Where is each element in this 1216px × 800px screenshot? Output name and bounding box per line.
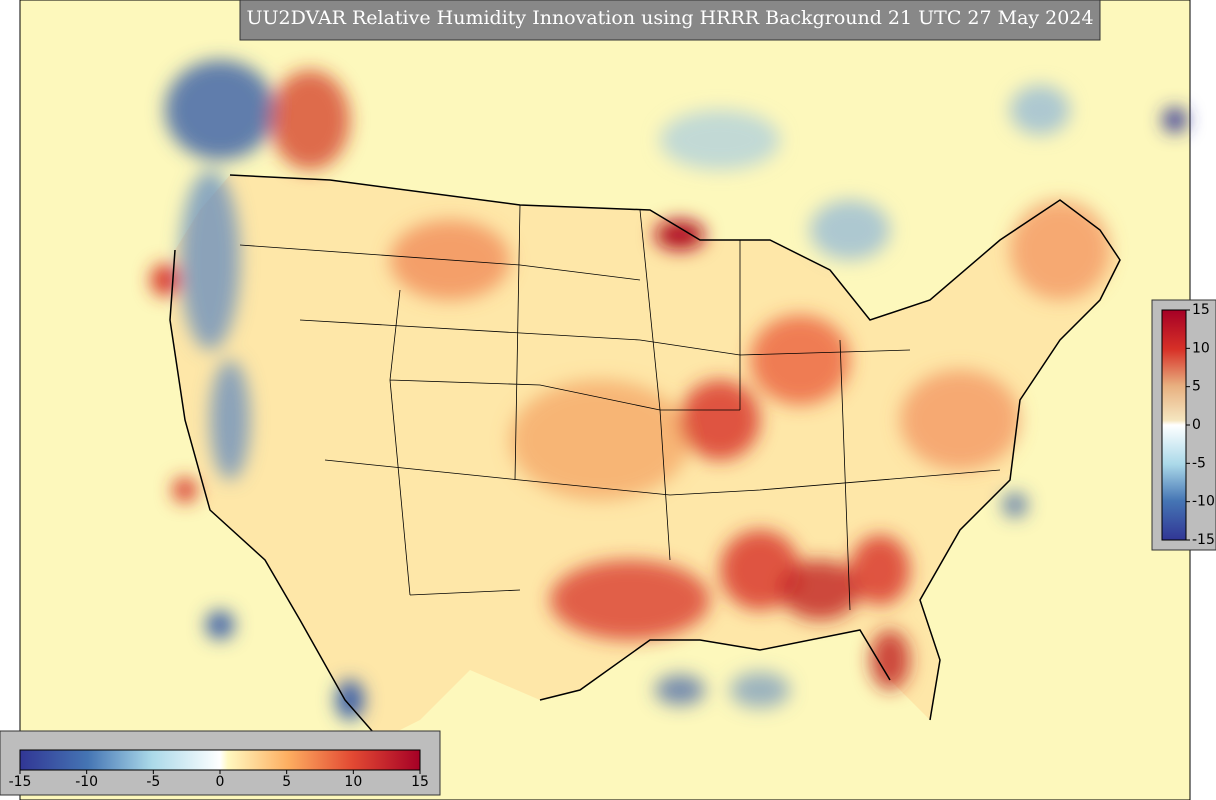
- tick-label: -10: [75, 774, 98, 790]
- tick-label: 10: [344, 774, 362, 790]
- colorbar-horizontal: -15 -10 -5 0 5 10 15: [0, 730, 441, 796]
- coastline: [169, 174, 1121, 741]
- title: UU2DVAR Relative Humidity Innovation usi…: [246, 7, 1093, 29]
- colorbar: [1161, 309, 1187, 541]
- tick-label: 0: [1192, 417, 1201, 433]
- title-box: [239, 0, 1101, 41]
- colorbar-vertical: 15 10 5 0 -5 -10 -15: [1151, 299, 1216, 551]
- tick-label: 15: [411, 774, 429, 790]
- tick-label: -15: [9, 774, 32, 790]
- colorbar: [19, 749, 421, 771]
- tick-label: -5: [1192, 455, 1206, 471]
- state-borders: [239, 204, 1001, 611]
- tick-label: 15: [1192, 302, 1210, 318]
- tick-label: 5: [1192, 379, 1201, 395]
- tick-label: 10: [1192, 340, 1210, 356]
- tick-label: -15: [1192, 532, 1215, 548]
- tick-label: 0: [216, 774, 225, 790]
- tick-label: -10: [1192, 494, 1215, 510]
- map: [19, 0, 1191, 800]
- tick-label: 5: [282, 774, 291, 790]
- tick-label: -5: [146, 774, 160, 790]
